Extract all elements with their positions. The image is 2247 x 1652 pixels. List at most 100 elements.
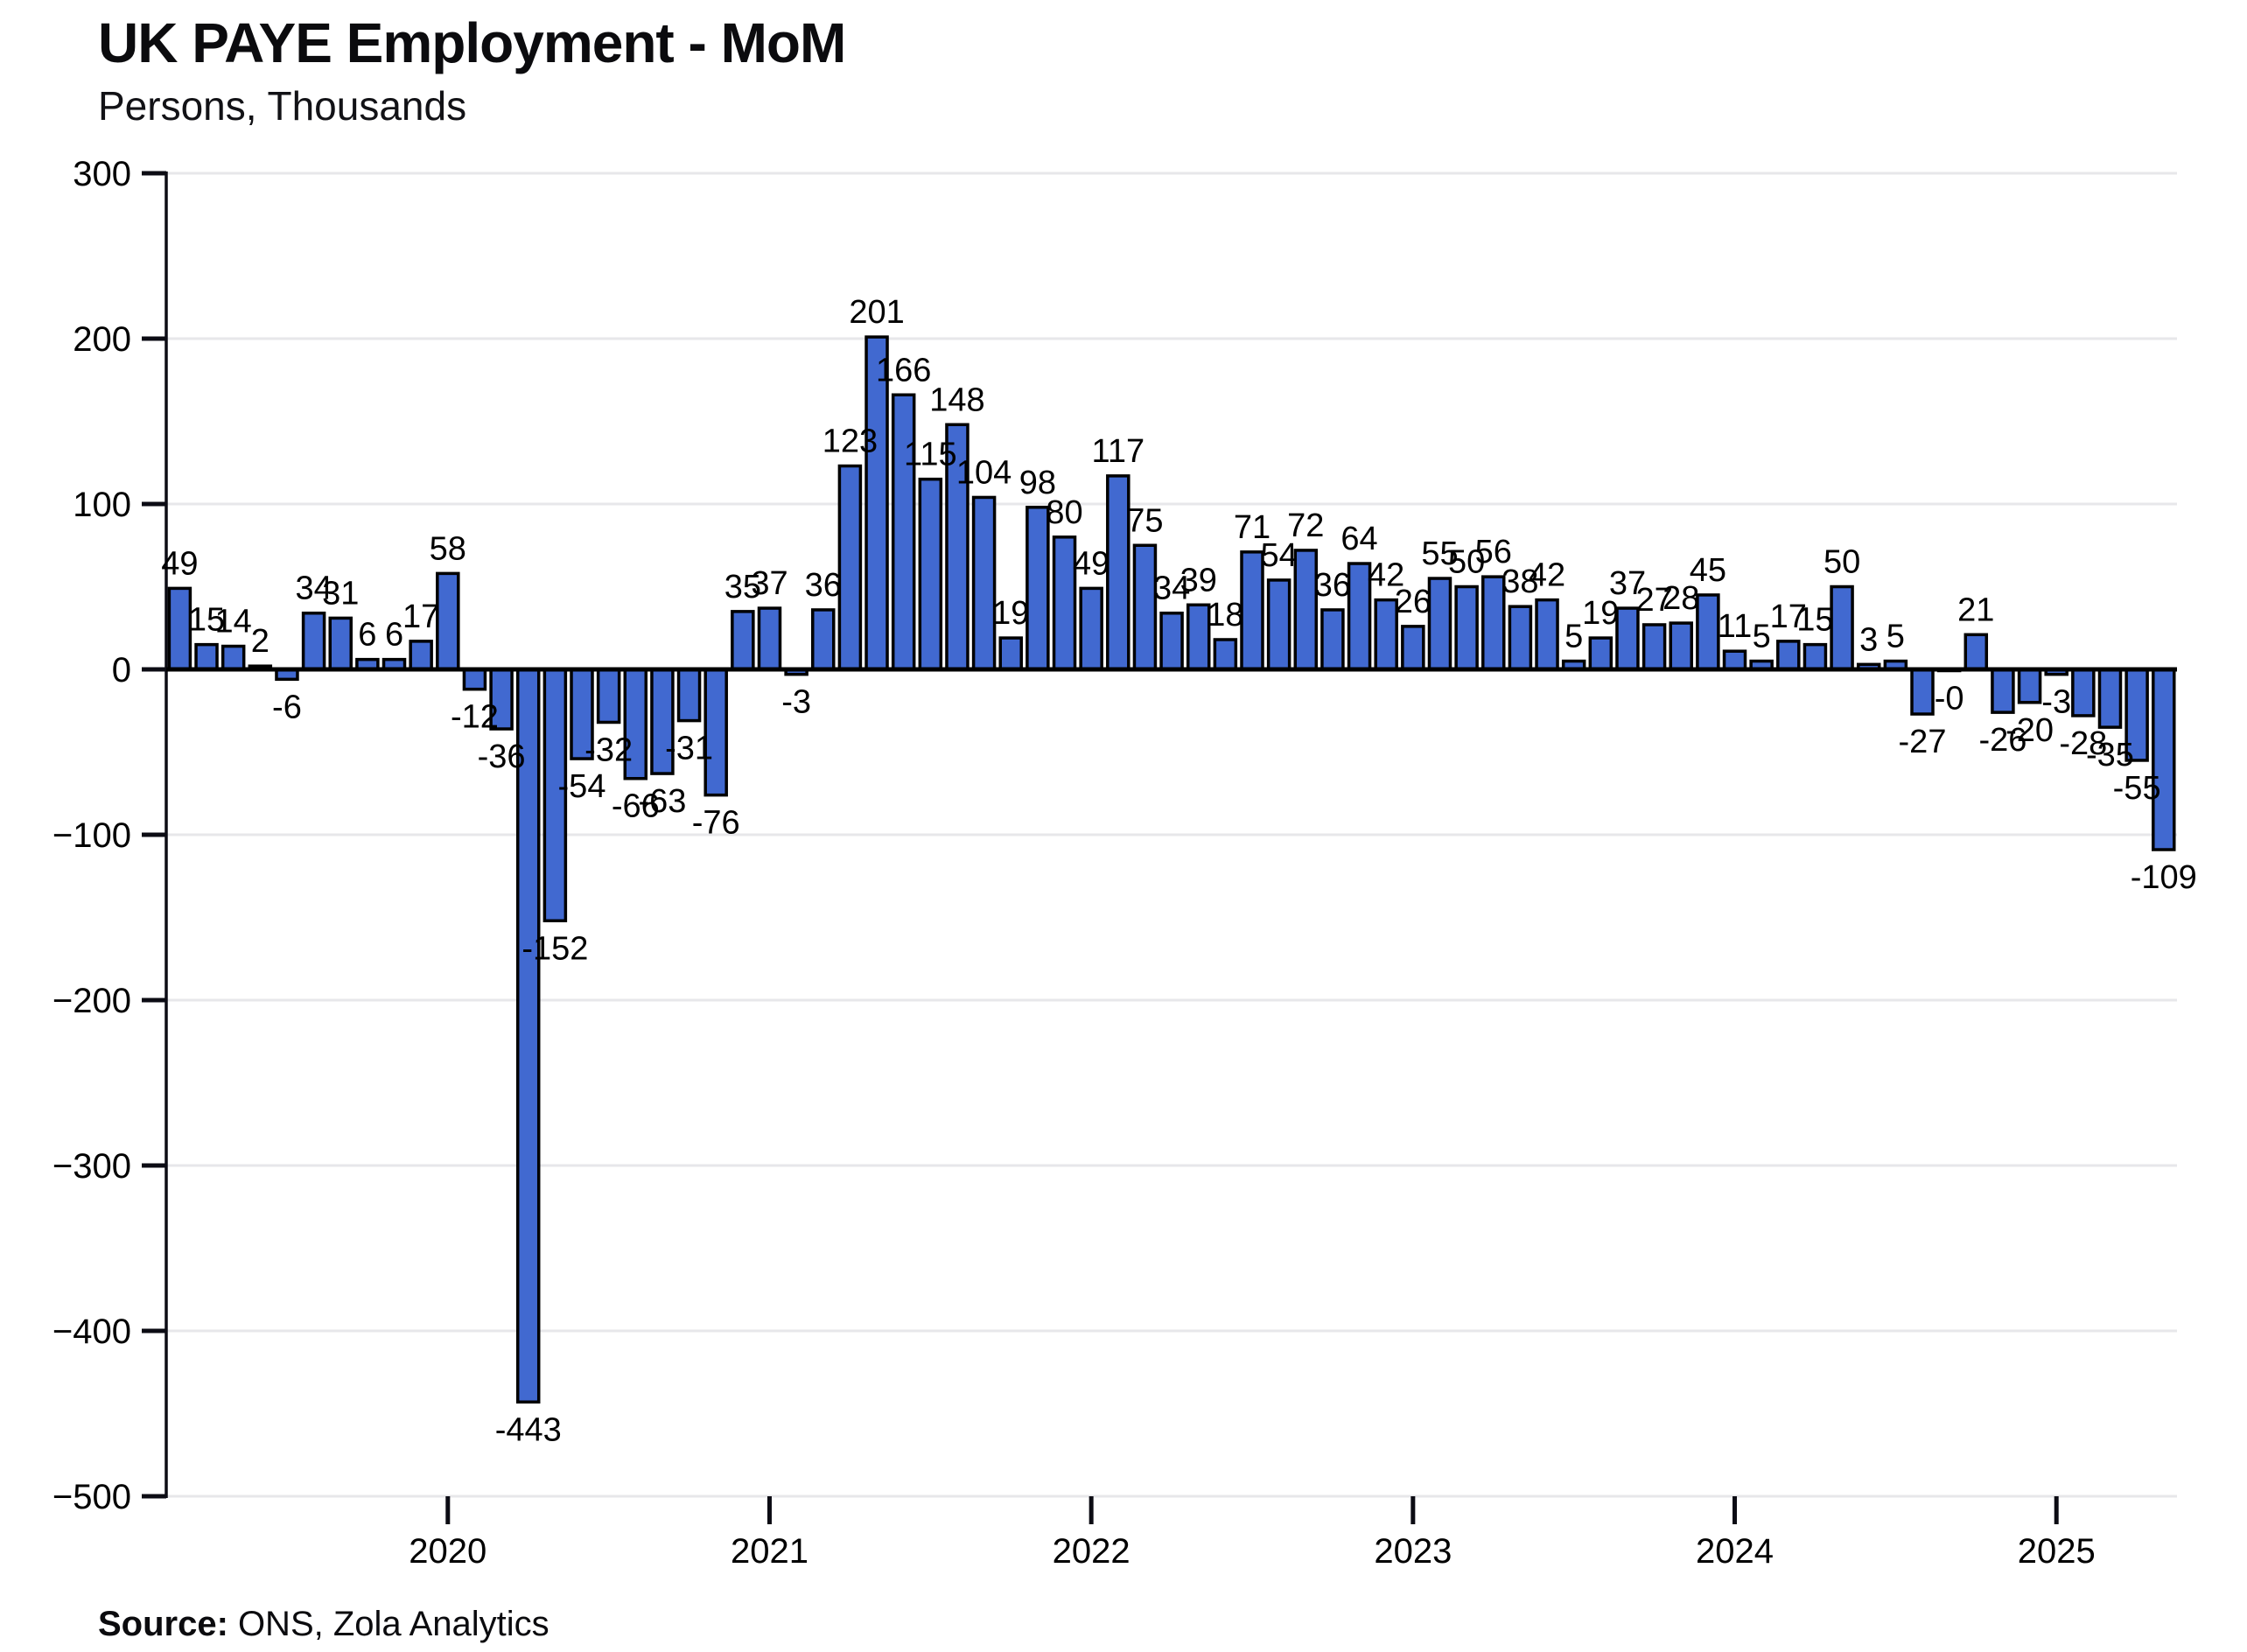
bar-value-label: 6 xyxy=(358,617,376,654)
bar xyxy=(1776,640,1801,671)
bar xyxy=(1910,668,1935,716)
bar xyxy=(1615,606,1640,671)
y-axis-tick-label: −400 xyxy=(52,1312,131,1351)
bar xyxy=(1964,633,1989,671)
bar xyxy=(1052,536,1077,671)
bar xyxy=(1132,543,1158,671)
bar xyxy=(811,608,836,671)
y-axis-tick-label: −100 xyxy=(52,816,131,855)
bar xyxy=(1374,598,1398,671)
bar xyxy=(2124,668,2149,762)
bar-value-label: 54 xyxy=(1260,537,1297,574)
bar xyxy=(220,644,246,671)
bar xyxy=(1347,562,1372,671)
bar-value-label: -76 xyxy=(692,805,740,842)
bar-value-label: 5 xyxy=(1753,619,1771,655)
bar-value-label: 3 xyxy=(1859,621,1878,658)
bar-value-label: 201 xyxy=(849,294,904,331)
bar-value-label: 15 xyxy=(1796,602,1833,639)
bar xyxy=(1186,603,1211,671)
bar-value-label: 37 xyxy=(751,565,788,602)
x-axis-tick-label: 2025 xyxy=(2018,1532,2096,1571)
bar-value-label: 58 xyxy=(430,530,466,567)
bar-value-label: 27 xyxy=(1635,582,1672,619)
bar xyxy=(570,668,594,760)
bar-value-label: -35 xyxy=(2086,737,2134,774)
bar xyxy=(918,477,943,671)
bar-value-label: 55 xyxy=(1421,536,1458,572)
bar-value-label: -6 xyxy=(272,689,302,725)
bar-value-label: 17 xyxy=(402,598,439,635)
bar-value-label: 148 xyxy=(929,382,984,418)
bar-value-label: 15 xyxy=(188,602,225,639)
bar-value-label: 36 xyxy=(1314,567,1351,604)
bar xyxy=(436,571,460,671)
bar-value-label: 49 xyxy=(1073,545,1110,582)
bar xyxy=(891,393,916,671)
bar xyxy=(2097,668,2123,729)
bar-value-label: 72 xyxy=(1287,508,1324,544)
bar-value-label: 19 xyxy=(1582,595,1619,632)
bar-value-label: 28 xyxy=(1662,580,1699,617)
chart-title: UK PAYE Employment - MoM xyxy=(98,11,846,74)
bar xyxy=(1696,593,1720,671)
bar-value-label: -0 xyxy=(1935,681,1964,718)
bar xyxy=(1991,668,2015,714)
bar xyxy=(1106,474,1130,671)
bar-value-label: 50 xyxy=(1448,544,1485,581)
bar-value-label: 11 xyxy=(1718,608,1752,645)
bar xyxy=(1722,649,1747,671)
bar xyxy=(1159,611,1184,671)
x-axis-tick-label: 2021 xyxy=(731,1532,808,1571)
bar-value-label: 45 xyxy=(1690,552,1726,589)
bar-value-label: 56 xyxy=(1475,534,1512,570)
bar-value-label: -20 xyxy=(2006,712,2054,749)
bar xyxy=(462,668,487,691)
y-axis-tick-label: 300 xyxy=(73,155,131,193)
bar-value-label: 17 xyxy=(1770,598,1807,635)
bar xyxy=(1642,623,1667,671)
bar xyxy=(515,668,541,1404)
chart-subtitle: Persons, Thousands xyxy=(98,83,467,129)
bar-value-label: 37 xyxy=(1609,565,1646,602)
bar-value-label: -152 xyxy=(522,930,588,967)
bar-value-label: -54 xyxy=(558,768,606,805)
bar xyxy=(1669,621,1693,671)
bar-value-label: 80 xyxy=(1046,494,1082,531)
bar-value-label: -32 xyxy=(584,732,633,768)
bar-value-label: 71 xyxy=(1234,509,1270,546)
bar-value-label: 49 xyxy=(161,545,198,582)
bar-value-label: 75 xyxy=(1126,502,1163,539)
bar-value-label: -63 xyxy=(638,783,686,820)
bar xyxy=(1293,549,1319,671)
bar xyxy=(2017,668,2042,704)
bar xyxy=(998,636,1023,671)
bar xyxy=(1401,625,1425,671)
bar xyxy=(1481,575,1506,671)
y-axis-tick-label: −300 xyxy=(52,1147,131,1186)
bar xyxy=(1802,642,1828,671)
bar xyxy=(650,668,675,775)
bar xyxy=(704,668,728,797)
bar-value-label: 19 xyxy=(992,595,1029,632)
bar xyxy=(1454,584,1479,671)
y-axis-tick-label: −500 xyxy=(52,1478,131,1516)
bar xyxy=(1508,605,1533,671)
bar-value-label: -26 xyxy=(1978,722,2026,759)
source-text: ONS, Zola Analytics xyxy=(237,1605,550,1643)
bar xyxy=(1266,578,1292,671)
bar-value-label: -66 xyxy=(612,788,660,825)
bar-value-label: -109 xyxy=(2131,859,2197,896)
bar xyxy=(731,610,755,671)
bar-value-label: -12 xyxy=(451,699,499,736)
bar xyxy=(1240,550,1264,671)
bar xyxy=(676,668,702,723)
bar-value-label: 5 xyxy=(1886,619,1905,655)
bar xyxy=(1320,608,1345,671)
bar xyxy=(328,616,353,671)
bar xyxy=(194,642,219,671)
x-axis-tick-label: 2024 xyxy=(1696,1532,1774,1571)
bar-value-label: -28 xyxy=(2059,725,2107,762)
bar xyxy=(864,335,889,671)
bar-value-label: 117 xyxy=(1092,433,1145,470)
